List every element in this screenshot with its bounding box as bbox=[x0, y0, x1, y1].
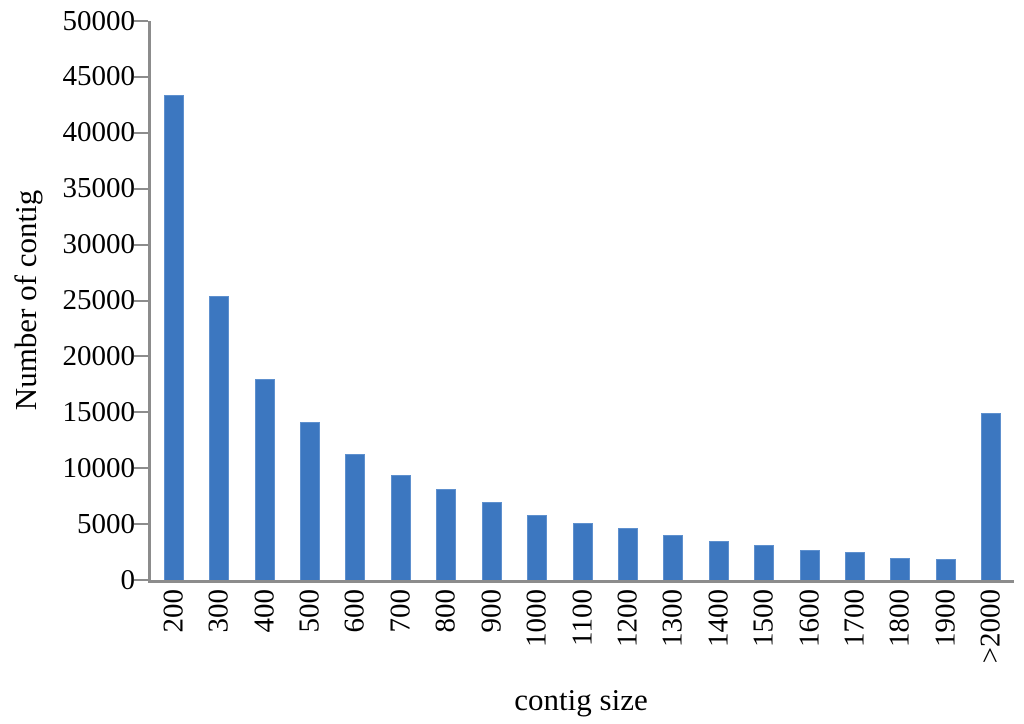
bar-slot: 800 bbox=[424, 21, 469, 633]
bar bbox=[754, 545, 775, 580]
y-tick bbox=[134, 75, 148, 78]
bar bbox=[163, 94, 184, 580]
x-tick-label: 1400 bbox=[702, 589, 735, 647]
bar bbox=[209, 296, 230, 580]
bar bbox=[572, 523, 593, 580]
bar-slot: 1900 bbox=[923, 21, 968, 647]
y-tick-label: 35000 bbox=[62, 172, 136, 205]
bar bbox=[890, 557, 911, 580]
bar-slot: 900 bbox=[469, 21, 514, 633]
y-tick bbox=[134, 20, 148, 22]
bar bbox=[663, 535, 684, 580]
x-tick-label: 1500 bbox=[747, 589, 780, 647]
bar-slot: 1100 bbox=[560, 21, 605, 646]
y-tick bbox=[134, 411, 148, 414]
x-tick-label: 1800 bbox=[883, 589, 916, 647]
y-tick bbox=[134, 579, 148, 581]
bar bbox=[345, 453, 366, 580]
x-tick-label: 800 bbox=[429, 589, 462, 633]
bar-slot: 200 bbox=[151, 21, 196, 633]
bar bbox=[390, 474, 411, 580]
y-tick-label: 50000 bbox=[62, 4, 136, 37]
x-tick-label: 1200 bbox=[611, 589, 644, 647]
y-tick-label: 45000 bbox=[62, 60, 136, 93]
bar bbox=[799, 549, 820, 580]
x-tick-label: 400 bbox=[248, 589, 281, 633]
bar bbox=[617, 528, 638, 580]
bar-slot: 1400 bbox=[696, 21, 741, 647]
y-tick-label: 25000 bbox=[62, 284, 136, 316]
x-tick-label: 1600 bbox=[793, 589, 826, 647]
x-tick-label: 1000 bbox=[520, 589, 553, 647]
y-axis-title: Number of contig bbox=[8, 189, 43, 411]
y-tick-label: 30000 bbox=[62, 228, 136, 261]
y-tick-label: 15000 bbox=[62, 395, 136, 428]
bar-slot: 400 bbox=[242, 21, 287, 633]
x-tick-label: 1100 bbox=[566, 589, 598, 646]
x-tick-label: 900 bbox=[475, 589, 508, 633]
bar-slot: 1600 bbox=[787, 21, 832, 647]
x-axis-title: contig size bbox=[514, 682, 648, 717]
bar-slot: 1800 bbox=[878, 21, 923, 647]
y-tick bbox=[134, 187, 148, 190]
y-tick bbox=[134, 299, 148, 302]
y-tick-label: 10000 bbox=[62, 451, 136, 484]
bar bbox=[845, 552, 866, 580]
y-tick bbox=[134, 355, 148, 358]
bar bbox=[436, 489, 457, 580]
bar bbox=[527, 515, 548, 580]
x-tick-label: 1700 bbox=[838, 589, 871, 647]
bar bbox=[254, 378, 275, 580]
y-tick bbox=[134, 131, 148, 134]
x-tick-label: 1300 bbox=[656, 589, 689, 647]
bar-slot: 500 bbox=[287, 21, 332, 633]
y-tick-label: 5000 bbox=[77, 507, 135, 540]
bar bbox=[981, 413, 1002, 580]
y-tick bbox=[134, 523, 148, 526]
bar-slot: 600 bbox=[333, 21, 378, 633]
x-tick-label: 300 bbox=[202, 589, 235, 633]
bar-slot: 1700 bbox=[832, 21, 877, 647]
x-tick-label: 700 bbox=[384, 589, 417, 633]
bar-slot: 1000 bbox=[514, 21, 559, 647]
x-tick-label: 1900 bbox=[929, 589, 962, 647]
bar bbox=[708, 541, 729, 580]
bar bbox=[481, 501, 502, 580]
bar-slot: 1500 bbox=[741, 21, 786, 647]
bar bbox=[935, 559, 956, 580]
x-tick-label: 600 bbox=[338, 589, 371, 633]
bars-container: 200 300 400 500 600 700 800 900 1000 1100 1200 1300… bbox=[151, 21, 1014, 663]
plot-area: 200 300 400 500 600 700 800 900 1000 1100 1200 1300… bbox=[148, 21, 1014, 663]
bar-slot: 1200 bbox=[605, 21, 650, 647]
bar-slot: >2000 bbox=[969, 21, 1014, 663]
bar bbox=[299, 422, 320, 580]
y-tick-label: 0 bbox=[120, 563, 136, 596]
x-tick-label: 500 bbox=[293, 589, 326, 633]
y-tick-label: 40000 bbox=[62, 116, 136, 149]
bar-slot: 1300 bbox=[651, 21, 696, 647]
y-tick bbox=[134, 243, 148, 246]
x-tick-label: >2000 bbox=[974, 589, 1007, 664]
x-tick-label: 200 bbox=[157, 589, 190, 633]
y-tick bbox=[134, 467, 148, 470]
bar-slot: 300 bbox=[196, 21, 241, 633]
y-tick-label: 20000 bbox=[62, 339, 136, 372]
bar-slot: 700 bbox=[378, 21, 423, 633]
